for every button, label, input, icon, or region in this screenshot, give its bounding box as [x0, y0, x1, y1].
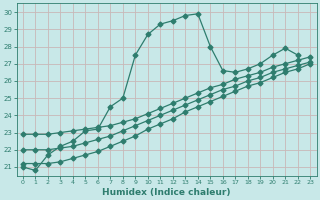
- X-axis label: Humidex (Indice chaleur): Humidex (Indice chaleur): [102, 188, 231, 197]
